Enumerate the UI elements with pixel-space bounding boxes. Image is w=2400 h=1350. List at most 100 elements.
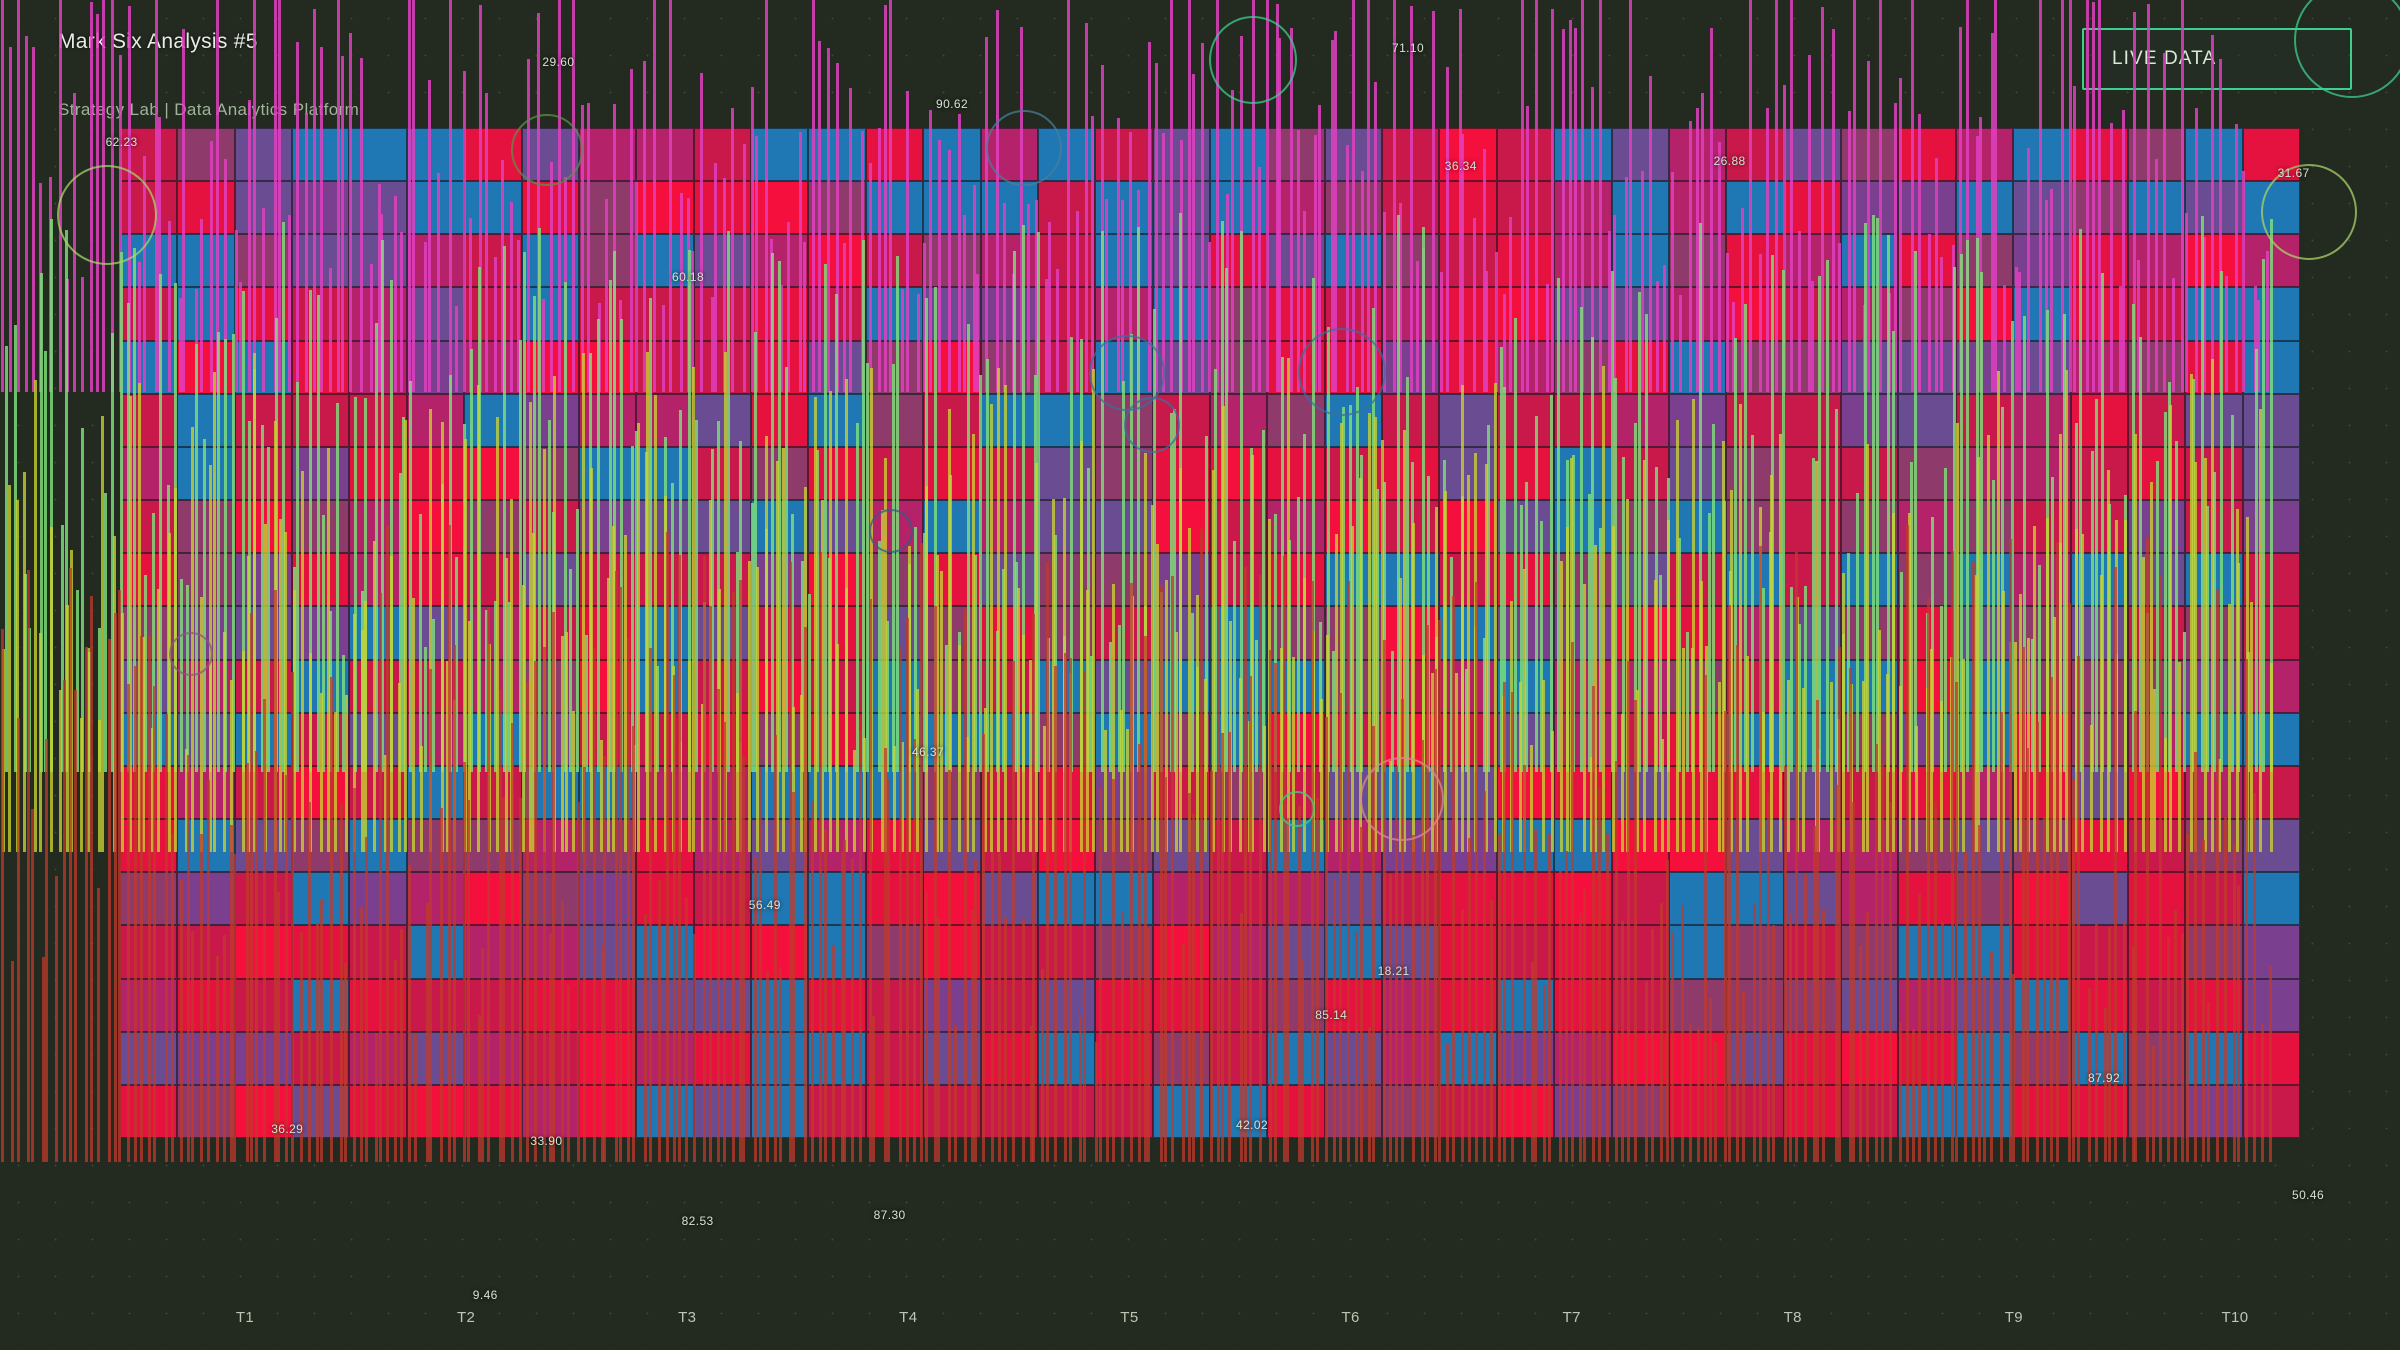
- heatmap-cell: [1668, 393, 1727, 447]
- heatmap-cell: [120, 978, 178, 1032]
- heatmap-cell: [464, 872, 522, 926]
- spike-bar: [31, 46, 35, 392]
- spike-bar: [43, 350, 47, 772]
- heatmap-cell: [1209, 128, 1268, 182]
- heatmap-cell: [923, 393, 981, 447]
- heatmap-cell: [1439, 765, 1497, 820]
- heatmap-cell: [464, 446, 522, 501]
- heatmap-cell: [2070, 1084, 2128, 1138]
- heatmap-cell: [1496, 872, 1555, 926]
- heatmap-cell: [2070, 1031, 2128, 1085]
- heatmap-cell: [1095, 553, 1153, 607]
- heatmap-cell: [865, 287, 924, 341]
- heatmap-cell: [120, 234, 178, 288]
- heatmap-cell: [865, 1084, 924, 1138]
- spike-bar: [39, 633, 43, 852]
- heatmap-cell: [1841, 819, 1899, 873]
- chart-value-label: 50.46: [2292, 1188, 2325, 1202]
- heatmap-cell: [693, 181, 752, 235]
- heatmap-cell: [177, 925, 235, 979]
- heatmap-cell: [1898, 925, 1956, 979]
- heatmap-cell: [349, 340, 407, 394]
- heatmap-cell: [1496, 606, 1555, 660]
- heatmap-cell: [1898, 1084, 1956, 1138]
- heatmap-cell: [2127, 712, 2186, 766]
- heatmap-cell: [1554, 340, 1612, 394]
- heatmap-cell: [234, 234, 293, 288]
- heatmap-cell: [1611, 765, 1669, 820]
- heatmap-cell: [1152, 340, 1210, 394]
- spike-bar: [89, 2, 93, 392]
- heatmap-cell: [521, 553, 579, 607]
- heatmap-cell: [1267, 393, 1325, 447]
- spike-bar: [88, 651, 91, 772]
- spike-bar: [73, 92, 77, 392]
- heatmap-cell: [1668, 1084, 1727, 1138]
- heatmap-cell: [349, 1031, 407, 1085]
- heatmap-cell: [1267, 1031, 1325, 1085]
- heatmap-cell: [177, 393, 235, 447]
- heatmap-cell: [120, 340, 178, 394]
- heatmap-cell: [1783, 234, 1842, 288]
- heatmap-cell: [2013, 1031, 2071, 1085]
- spike-bar: [98, 627, 101, 772]
- heatmap-cell: [2070, 287, 2128, 341]
- heatmap-cell: [1209, 234, 1268, 288]
- x-axis-tick-t4: T4: [899, 1309, 918, 1326]
- heatmap-cell: [1841, 1031, 1899, 1085]
- heatmap-cell: [177, 712, 235, 766]
- heatmap-cell: [693, 128, 752, 182]
- heatmap-cell: [1209, 1084, 1268, 1138]
- live-data-badge[interactable]: LIVE DATA: [2082, 28, 2352, 90]
- heatmap-cell: [636, 1084, 694, 1138]
- heatmap-cell: [1955, 340, 2014, 394]
- heatmap-cell: [234, 765, 293, 820]
- heatmap-cell: [636, 925, 694, 979]
- heatmap-cell: [2185, 872, 2243, 926]
- heatmap-cell: [292, 446, 350, 501]
- heatmap-cell: [2242, 606, 2300, 660]
- heatmap-cell: [2242, 128, 2300, 182]
- heatmap-cell: [751, 712, 809, 766]
- heatmap-cell: [1209, 500, 1268, 554]
- spike-bar: [81, 428, 84, 772]
- heatmap-cell: [1209, 978, 1268, 1032]
- heatmap-cell: [1783, 128, 1842, 182]
- heatmap-cell: [1496, 712, 1555, 766]
- heatmap-cell: [177, 553, 235, 607]
- x-axis-tick-t10: T10: [2221, 1309, 2249, 1326]
- heatmap-cell: [349, 181, 407, 235]
- heatmap-cell: [923, 872, 981, 926]
- heatmap-cell: [1611, 446, 1669, 501]
- heatmap-cell: [1152, 287, 1210, 341]
- heatmap-cell: [2185, 234, 2243, 288]
- heatmap-cell: [1841, 925, 1899, 979]
- heatmap-cell: [1439, 659, 1497, 713]
- heatmap-cell: [808, 234, 866, 288]
- heatmap-cell: [980, 925, 1038, 979]
- heatmap-cell: [2127, 234, 2186, 288]
- heatmap-cell: [2185, 765, 2243, 820]
- heatmap-cell: [1955, 287, 2014, 341]
- heatmap-cell: [1496, 181, 1555, 235]
- heatmap-cell: [1554, 606, 1612, 660]
- heatmap-cell: [1783, 925, 1842, 979]
- heatmap-cell: [1209, 712, 1268, 766]
- heatmap-cell: [1955, 1084, 2014, 1138]
- heatmap-cell: [1898, 393, 1956, 447]
- heatmap-cell: [865, 712, 924, 766]
- heatmap-cell: [406, 128, 465, 182]
- spike-bar: [80, 717, 83, 852]
- heatmap-cell: [636, 393, 694, 447]
- heatmap-cell: [464, 1031, 522, 1085]
- heatmap-cell: [1037, 819, 1096, 873]
- heatmap-cell: [2013, 925, 2071, 979]
- heatmap-cell: [1554, 659, 1612, 713]
- heatmap-cell: [2242, 872, 2300, 926]
- heatmap-cell: [349, 606, 407, 660]
- heatmap-cell: [464, 1084, 522, 1138]
- live-data-badge-label: LIVE DATA: [2112, 48, 2217, 69]
- heatmap-cell: [1152, 819, 1210, 873]
- heatmap-cell: [1095, 765, 1153, 820]
- heatmap-cell: [578, 925, 637, 979]
